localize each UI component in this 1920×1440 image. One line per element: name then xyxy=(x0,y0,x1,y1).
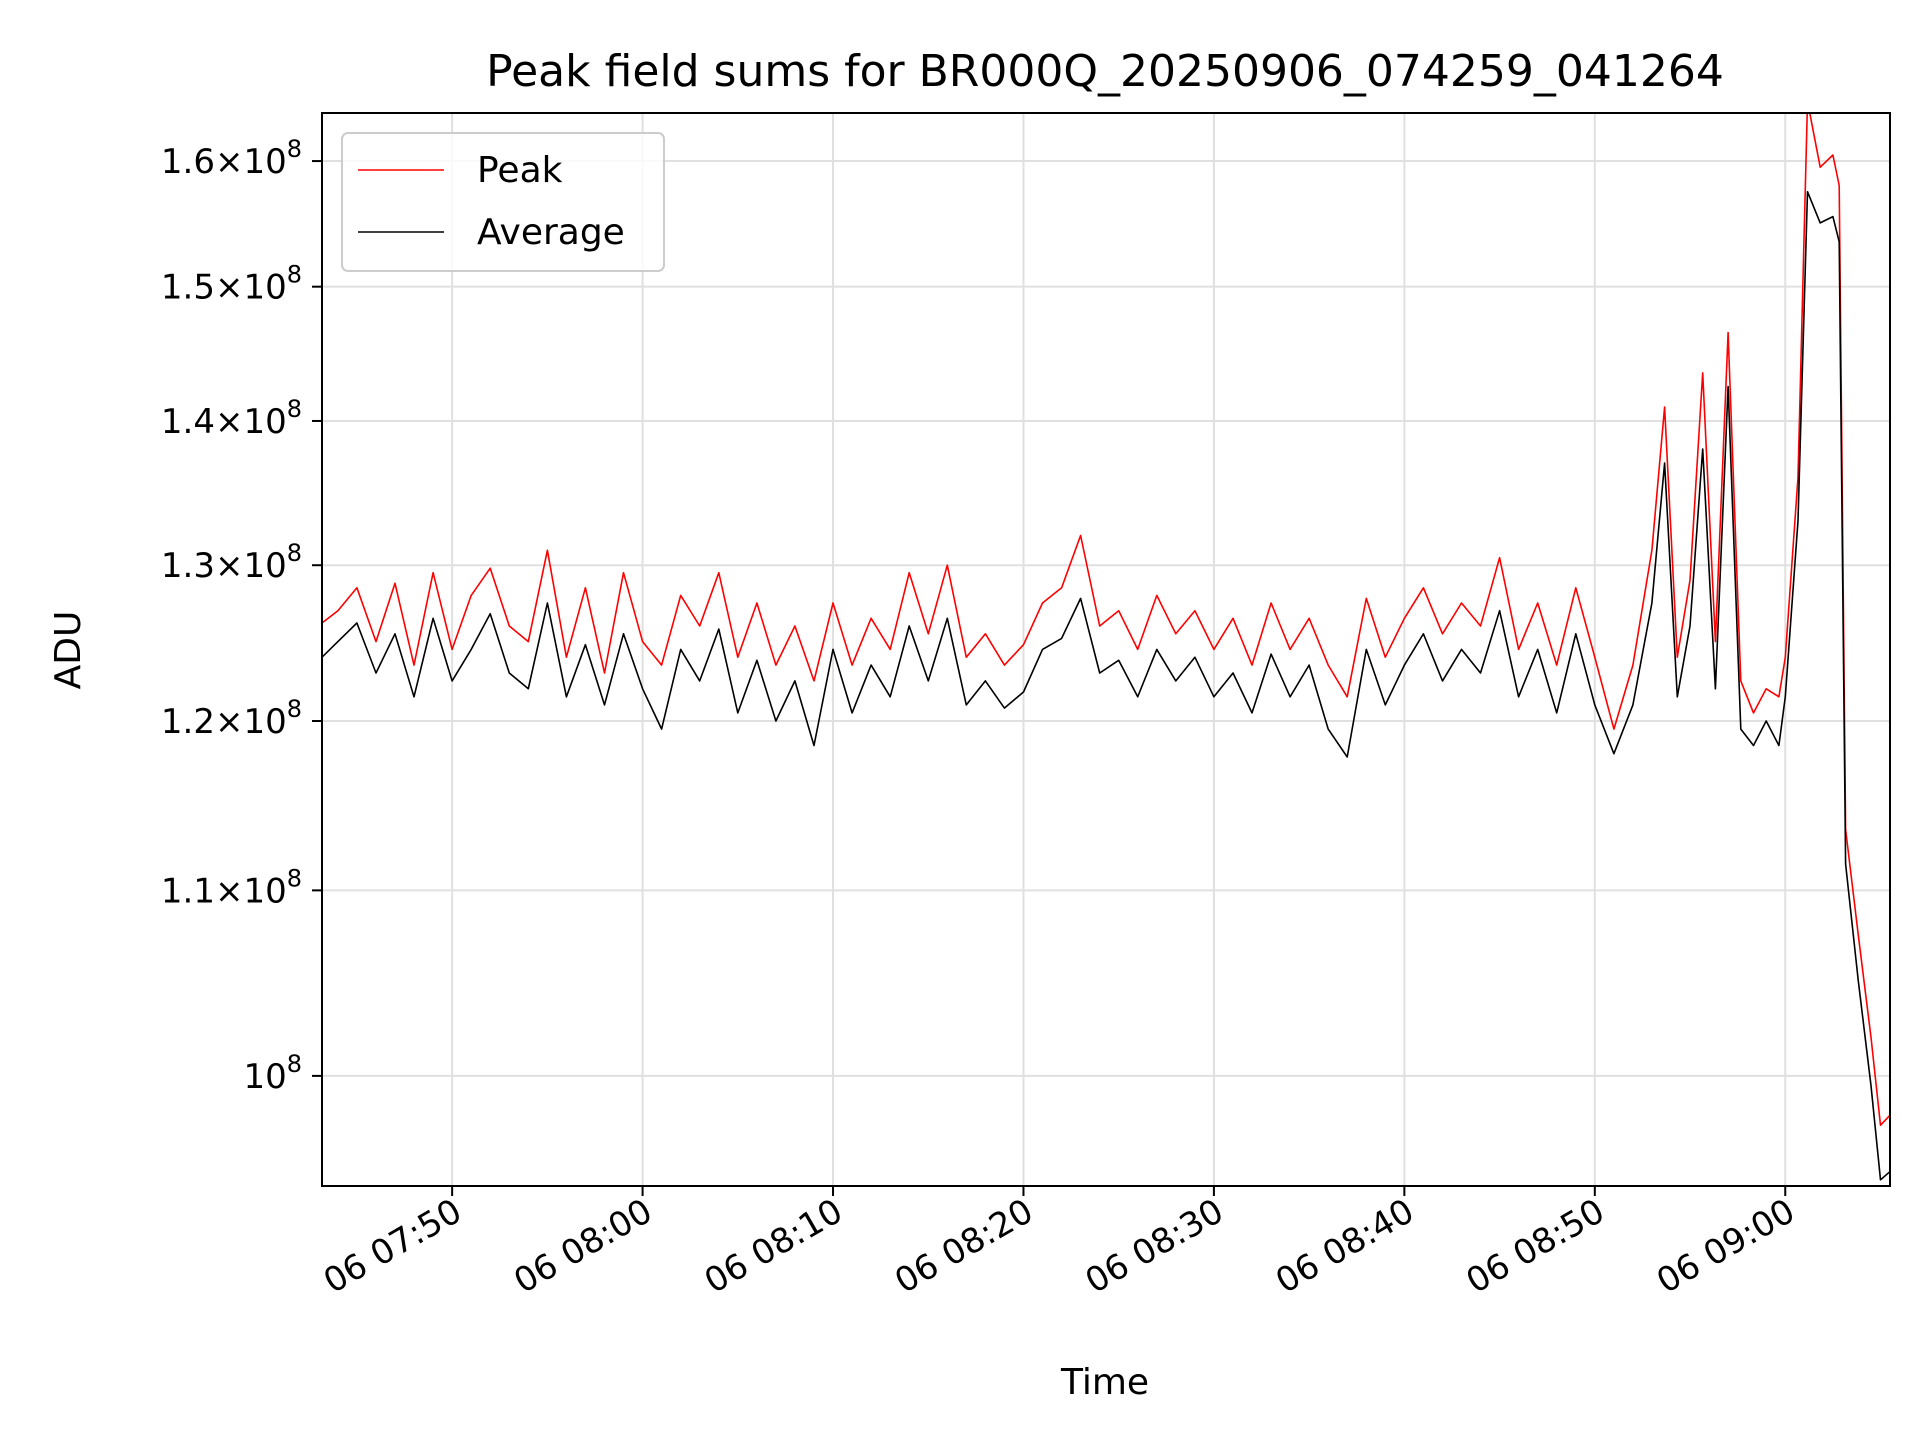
y-tick-label: 108 xyxy=(243,1050,302,1097)
series-line-peak xyxy=(322,113,1890,1126)
legend: Peak Average xyxy=(341,132,665,272)
y-axis-title: ADU xyxy=(48,611,89,690)
series-line-average xyxy=(322,190,1890,1181)
y-tick-base: 10 xyxy=(243,1057,286,1097)
y-tick-times: ×10 xyxy=(215,871,287,911)
y-axis: 1081.1×1081.2×1081.3×1081.4×1081.5×1081.… xyxy=(161,135,322,1097)
y-tick-times: ×10 xyxy=(215,402,287,442)
legend-label-average: Average xyxy=(477,212,625,253)
y-tick-label: 1.1×108 xyxy=(161,864,302,911)
x-axis-title: Time xyxy=(1060,1362,1149,1403)
y-tick-mantissa: 1.2 xyxy=(161,702,215,742)
y-tick-times: ×10 xyxy=(215,702,287,742)
y-tick-mantissa: 1.1 xyxy=(161,871,215,911)
y-tick-label: 1.5×108 xyxy=(161,261,302,308)
y-tick-times: ×10 xyxy=(215,142,287,182)
y-tick-mantissa: 1.5 xyxy=(161,268,215,308)
y-tick-times: ×10 xyxy=(215,268,287,308)
grid xyxy=(322,113,1890,1186)
y-tick-label: 1.6×108 xyxy=(161,135,302,182)
y-tick-label: 1.4×108 xyxy=(161,395,302,442)
y-tick-exponent: 8 xyxy=(287,539,302,567)
y-tick-exponent: 8 xyxy=(287,261,302,289)
y-tick-label: 1.3×108 xyxy=(161,539,302,586)
y-tick-times: ×10 xyxy=(215,546,287,586)
y-tick-exponent: 8 xyxy=(287,695,302,723)
legend-label-peak: Peak xyxy=(477,150,563,191)
y-tick-mantissa: 1.6 xyxy=(161,142,215,182)
y-tick-exponent: 8 xyxy=(287,1050,302,1078)
y-tick-label: 1.2×108 xyxy=(161,695,302,742)
y-tick-exponent: 8 xyxy=(287,135,302,163)
chart-title: Peak field sums for BR000Q_20250906_0742… xyxy=(486,46,1724,97)
plot-frame xyxy=(321,112,1891,1187)
y-tick-mantissa: 1.3 xyxy=(161,546,215,586)
y-tick-exponent: 8 xyxy=(287,864,302,892)
series-lines xyxy=(322,113,1890,1181)
y-tick-mantissa: 1.4 xyxy=(161,402,215,442)
y-tick-exponent: 8 xyxy=(287,395,302,423)
legend-box xyxy=(341,132,665,272)
